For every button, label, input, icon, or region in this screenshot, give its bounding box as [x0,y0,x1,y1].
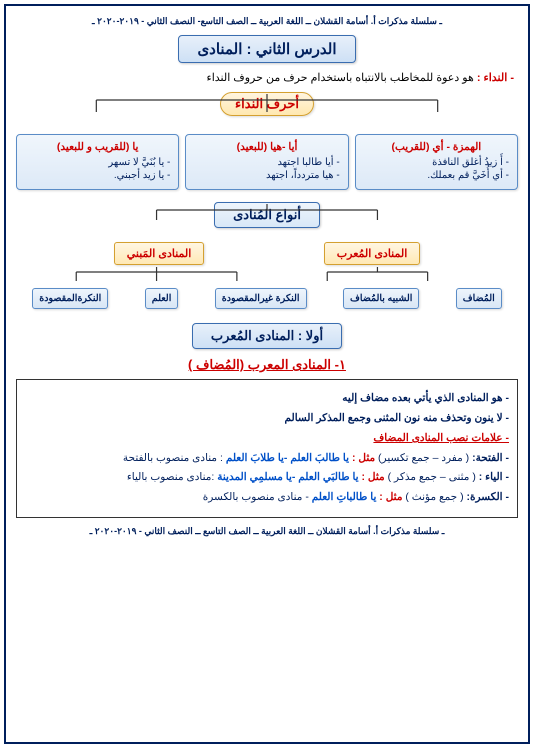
mark-line: - الكسرة: ( جمع مؤنث ) مثل : يا طالباتِ … [25,489,509,507]
branch-example: - أيا طالبا اجتهد [194,157,339,168]
def-text: هو دعوة للمخاطب بالانتباه باستخدام حرف م… [207,72,474,84]
letters-tree: أحرف النداء الهمزة - أي (للقريب) - أَ زيد… [16,92,518,190]
type-child: المُضاف [456,288,502,309]
branch-example: - أَ زيدُ أغلق النافذة [364,157,509,168]
type-right-hdr: المنادى المُعرب [324,242,421,265]
type-child: الشبيه بالمُضاف [343,288,419,309]
type-child: النكرةالمقصودة [32,288,108,309]
branch-title: الهمزة - أي (للقريب) [364,141,509,153]
branch-example: - يا بُنَيَّ لا تسهر [25,157,170,168]
letter-branch: أيا -هيا (للبعيد) - أيا طالبا اجتهد - هيا … [185,134,348,190]
mark-line: - الياء : ( مثنى – جمع مذكر ) مثل : يا ط… [25,469,509,487]
types-header: أنواع المُنادى [214,202,320,228]
mark-line: - الفتحة: ( مفرد – جمع تكسير) مثل : يا ط… [25,450,509,468]
branch-example: - أي أُخَيَّ قم بعملك. [364,170,509,181]
branch-example: - يا زيد أجبني. [25,170,170,181]
letter-branch: يا (للقريب و للبعيد) - يا بُنَيَّ لا تسهر… [16,134,179,190]
sub1-title: ١- المنادى المعرب (المُضاف ) [16,357,518,373]
page-header: ـ سلسلة مذكرات أ. أسامة القشلان ــ اللغة… [16,16,518,27]
def-term: - النداء : [477,72,514,84]
lesson-title: الدرس الثاني : المنادى [178,35,355,63]
branch-title: أيا -هيا (للبعيد) [194,141,339,153]
types-tree: أنواع المُنادى المنادى المُعرب المنادى ا… [16,202,518,309]
type-child: العلم [145,288,179,309]
page-footer: ـ سلسلة مذكرات أ. أسامة القشلان ــ اللغة… [16,526,518,537]
letters-header: أحرف النداء [220,92,314,116]
marks-header: - علامات نصب المنادى المضاف [373,432,509,444]
branch-title: يا (للقريب و للبعيد) [25,141,170,153]
content-box: - هو المنادى الذي يأتي بعده مضاف إليه- ل… [16,379,518,518]
type-child: النكرة غيرالمقصودة [215,288,307,309]
letter-branch: الهمزة - أي (للقريب) - أَ زيدُ أغلق الناف… [355,134,518,190]
first-title: أولا : المنادى المُعرب [192,323,342,349]
branch-example: - هيا متردداً، اجتهد [194,170,339,181]
definition: - النداء : هو دعوة للمخاطب بالانتباه باس… [20,71,514,84]
type-left-hdr: المنادى المَبني [114,242,205,265]
